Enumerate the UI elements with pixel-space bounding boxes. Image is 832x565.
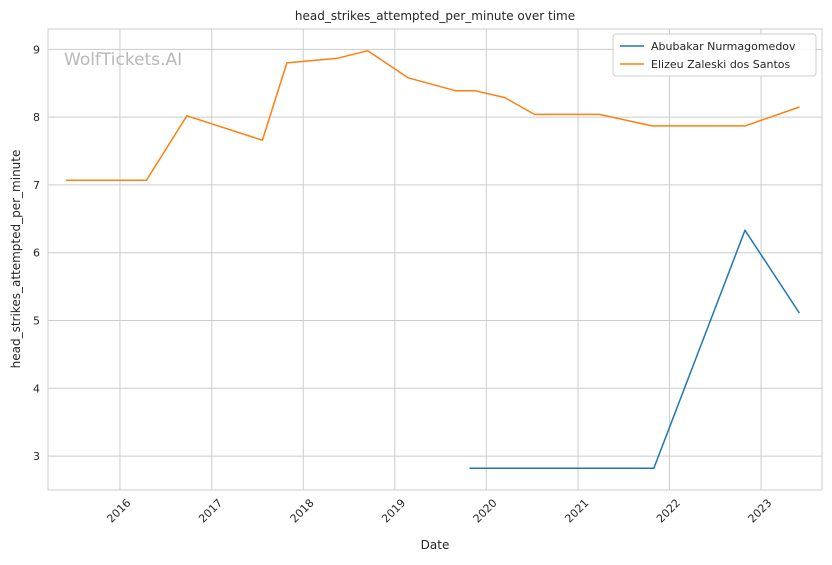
legend-box — [612, 33, 817, 77]
y-tick-label: 3 — [33, 450, 40, 463]
series-lines — [65, 49, 801, 470]
series-line-elizeu-zaleski-dos-santos — [65, 49, 800, 181]
legend-label-abubakar-nurmagomedov: Abubakar Nurmagomedov — [651, 40, 796, 53]
legend: Abubakar Nurmagomedov Elizeu Zaleski dos… — [612, 33, 817, 77]
plot-area — [48, 29, 822, 490]
y-tick-label: 8 — [33, 111, 40, 124]
chart-title: head_strikes_attempted_per_minute over t… — [295, 9, 575, 23]
y-tick-label: 6 — [33, 247, 40, 260]
y-tick-label: 4 — [33, 382, 40, 395]
plot-frame — [47, 28, 823, 491]
series-line-abubakar-nurmagomedov — [469, 229, 801, 470]
x-axis-label: Date — [421, 538, 450, 552]
y-tick-label: 9 — [33, 43, 40, 56]
legend-label-elizeu-zaleski-dos-santos: Elizeu Zaleski dos Santos — [651, 58, 791, 71]
y-tick-label: 5 — [33, 315, 40, 328]
y-axis-label: head_strikes_attempted_per_minute — [9, 150, 23, 369]
y-tick-label: 7 — [33, 179, 40, 192]
grid-lines — [48, 29, 822, 490]
watermark-text: WolfTickets.AI — [64, 50, 182, 70]
